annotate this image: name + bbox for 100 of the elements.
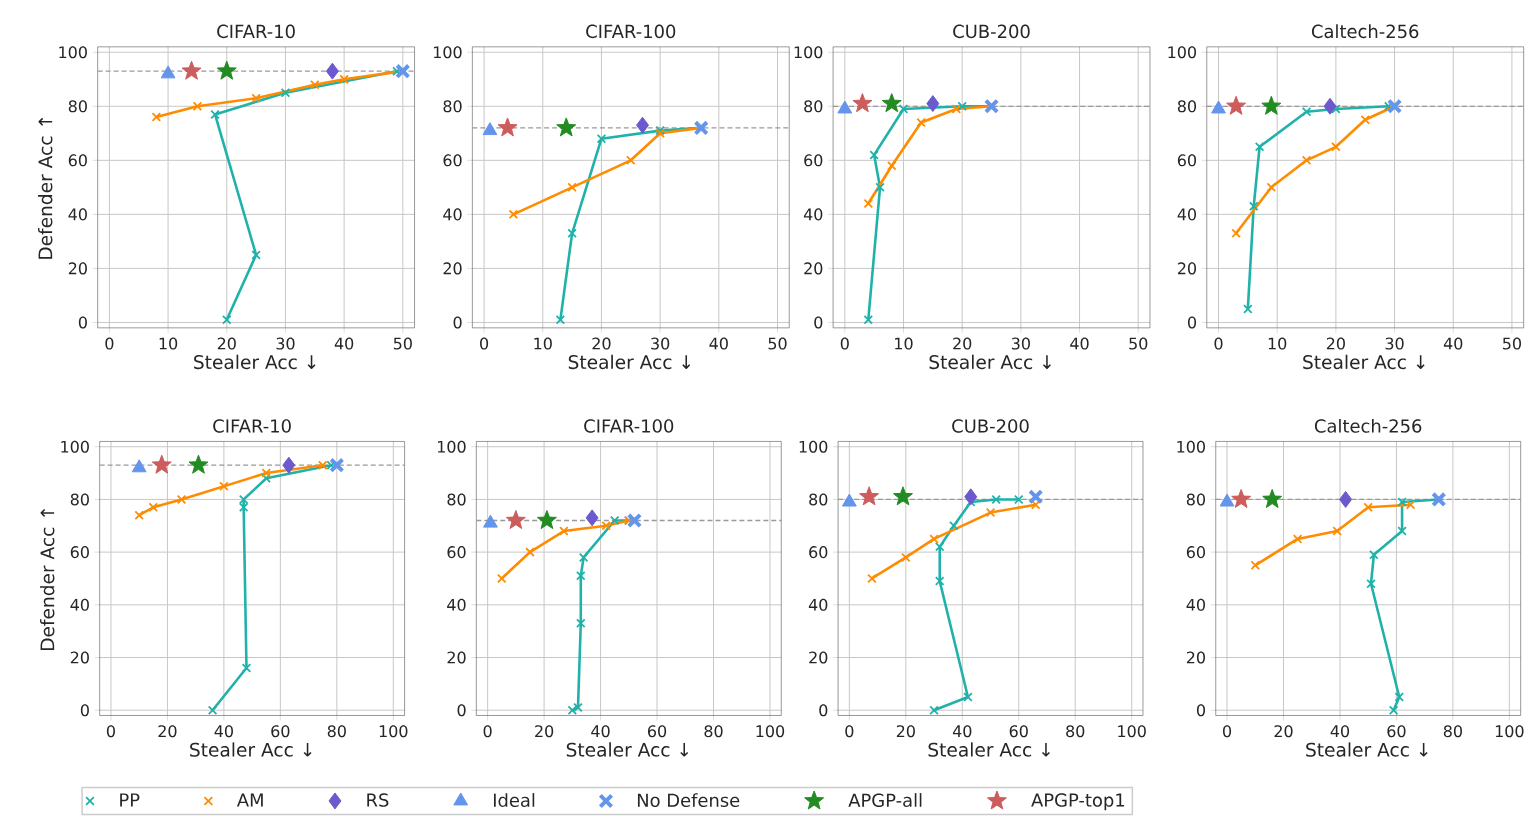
x-tick-label: 40 xyxy=(1330,725,1350,738)
y-tick-label: 60 xyxy=(1186,546,1205,559)
x-tick-label: 20 xyxy=(217,337,236,350)
y-tick-label: 0 xyxy=(819,704,828,717)
y-tick-label: 100 xyxy=(433,46,462,59)
x-tick-label: 100 xyxy=(1495,725,1524,738)
x-tick-label: 30 xyxy=(651,337,670,350)
y-tick-label: 60 xyxy=(804,154,823,167)
x-tick-label: 80 xyxy=(704,725,723,738)
y-tick-label: 80 xyxy=(443,100,462,113)
y-tick-label: 20 xyxy=(1186,651,1205,664)
y-tick-label: 80 xyxy=(804,100,823,113)
x-axis-title: Stealer Acc ↓ xyxy=(190,742,312,757)
x-tick-label: 80 xyxy=(1443,725,1462,738)
y-tick-label: 40 xyxy=(68,208,87,221)
y-tick-label: 0 xyxy=(453,316,462,329)
x-axis-title: Stealer Acc ↓ xyxy=(928,742,1050,757)
x-tick-label: 20 xyxy=(535,725,554,738)
chart-title: CUB-200 xyxy=(952,419,1029,433)
y-tick-label: 40 xyxy=(1177,208,1197,221)
y-axis-title: Defender Acc ↑ xyxy=(40,508,55,650)
legend-label: RS xyxy=(367,793,389,807)
y-tick-label: 0 xyxy=(1196,704,1205,717)
legend-label: PP xyxy=(120,793,140,807)
y-tick-label: 40 xyxy=(808,598,828,611)
x-axis-title: Stealer Acc ↓ xyxy=(194,354,316,370)
legend-label: Ideal xyxy=(493,793,535,807)
chart-title: CIFAR-10 xyxy=(213,419,291,433)
x-tick-label: 40 xyxy=(334,337,354,350)
x-tick-label: 40 xyxy=(1070,337,1089,350)
y-tick-label: 0 xyxy=(1187,316,1197,329)
y-tick-label: 60 xyxy=(68,154,87,167)
x-tick-label: 0 xyxy=(480,337,489,350)
y-tick-label: 40 xyxy=(70,598,89,611)
x-axis-title: Stealer Acc ↓ xyxy=(1303,354,1425,370)
x-tick-label: 0 xyxy=(483,725,492,738)
x-tick-label: 20 xyxy=(896,725,915,738)
x-tick-label: 50 xyxy=(1129,337,1148,350)
x-tick-label: 10 xyxy=(895,337,913,350)
y-tick-label: 40 xyxy=(803,208,823,221)
x-tick-label: 50 xyxy=(768,337,787,350)
y-tick-label: 100 xyxy=(1168,46,1197,59)
x-tick-label: 40 xyxy=(214,725,233,738)
x-tick-label: 80 xyxy=(1066,725,1085,738)
y-tick-label: 60 xyxy=(443,154,462,167)
x-tick-label: 30 xyxy=(1385,337,1404,350)
x-tick-label: 30 xyxy=(276,337,295,350)
legend-label: AM xyxy=(236,793,263,807)
x-tick-label: 60 xyxy=(647,725,667,738)
y-tick-label: 80 xyxy=(447,493,466,506)
x-tick-label: 20 xyxy=(1326,337,1345,350)
x-axis-title: Stealer Acc ↓ xyxy=(929,354,1051,370)
x-tick-label: 0 xyxy=(1214,337,1223,350)
y-tick-label: 100 xyxy=(794,46,823,59)
y-tick-label: 100 xyxy=(59,46,87,59)
legend-label: APGP-top1 xyxy=(1031,793,1125,811)
x-tick-label: 60 xyxy=(271,725,290,738)
y-tick-label: 20 xyxy=(804,262,823,275)
x-tick-label: 100 xyxy=(1118,725,1146,738)
x-tick-label: 40 xyxy=(591,725,610,738)
y-tick-label: 0 xyxy=(457,704,466,717)
y-tick-label: 20 xyxy=(447,651,466,664)
x-tick-label: 100 xyxy=(379,725,408,738)
chart-title: CIFAR-100 xyxy=(586,24,676,39)
y-tick-label: 0 xyxy=(80,704,89,717)
x-tick-label: 80 xyxy=(327,725,346,738)
x-tick-label: 0 xyxy=(106,725,115,738)
x-tick-label: 20 xyxy=(158,725,177,738)
x-tick-label: 40 xyxy=(709,337,728,350)
y-tick-label: 20 xyxy=(809,651,828,664)
y-tick-label: 40 xyxy=(1186,598,1205,611)
y-tick-label: 20 xyxy=(68,262,87,275)
x-tick-label: 100 xyxy=(756,725,785,738)
x-tick-label: 20 xyxy=(1274,725,1293,738)
y-tick-label: 0 xyxy=(814,316,823,329)
x-axis-title: Stealer Acc ↓ xyxy=(566,742,689,757)
y-tick-label: 80 xyxy=(809,493,828,506)
y-tick-label: 80 xyxy=(1177,100,1197,113)
chart-title: CUB-200 xyxy=(953,24,1030,39)
y-tick-label: 80 xyxy=(1186,493,1205,506)
y-tick-label: 100 xyxy=(437,440,466,453)
y-tick-label: 80 xyxy=(70,493,89,506)
x-tick-label: 10 xyxy=(159,337,178,350)
chart-title: CIFAR-10 xyxy=(217,24,295,39)
x-tick-label: 50 xyxy=(1503,337,1521,350)
x-tick-label: 60 xyxy=(1009,725,1028,738)
x-tick-label: 10 xyxy=(534,337,552,350)
y-tick-label: 20 xyxy=(1177,262,1197,275)
x-tick-label: 20 xyxy=(953,337,972,350)
y-tick-label: 100 xyxy=(1177,440,1205,453)
chart-title: Caltech-256 xyxy=(1314,418,1422,433)
x-tick-label: 30 xyxy=(1011,337,1030,350)
x-tick-label: 10 xyxy=(1268,337,1287,350)
legend-label: No Defense xyxy=(637,793,740,807)
x-tick-label: 20 xyxy=(592,337,611,350)
chart-title: CIFAR-100 xyxy=(584,419,674,433)
x-tick-label: 0 xyxy=(845,725,854,738)
x-tick-label: 0 xyxy=(105,337,114,350)
x-tick-label: 40 xyxy=(1443,337,1463,350)
y-tick-label: 100 xyxy=(799,440,828,453)
